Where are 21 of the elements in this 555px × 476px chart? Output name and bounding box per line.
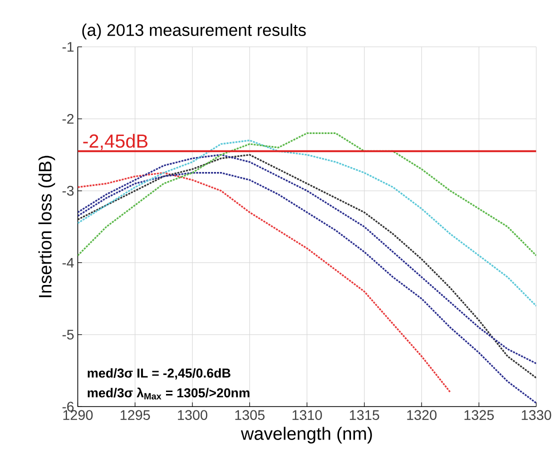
y-tick-label: -1 [62,42,74,52]
y-tick-label: -6 [62,402,74,412]
y-tick-label: -2 [62,114,74,124]
x-tick-label: 1325 [464,410,494,420]
chart-title: (a) 2013 measurement results [82,23,306,40]
ref-line-label: -2,45dB [83,134,148,150]
x-tick-label: 1315 [350,410,380,420]
annotation: med/3σ λ$_{Max}$ = 1305/>20nm [88,387,250,400]
y-tick-label: -4 [62,258,74,268]
y-axis-title: Insertion loss (dB) [38,156,56,297]
x-tick-label: 1330 [522,410,552,420]
annotation: med/3σ IL = -2,45/0.6dB [88,368,230,380]
x-tick-label: 1305 [235,410,265,420]
x-axis-title: wavelength (nm) [240,426,372,444]
x-tick-label: 1295 [120,410,150,420]
x-tick-label: 1320 [407,410,437,420]
x-tick-label: 1290 [63,410,93,420]
y-tick-label: -5 [62,330,74,340]
x-tick-label: 1300 [178,410,208,420]
y-tick-label: -3 [62,186,74,196]
x-tick-label: 1310 [292,410,322,420]
